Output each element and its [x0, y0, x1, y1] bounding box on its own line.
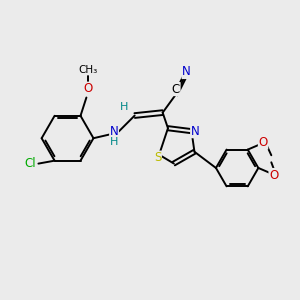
Text: N: N: [110, 125, 118, 138]
Text: O: O: [84, 82, 93, 95]
Text: H: H: [110, 137, 118, 147]
Text: C: C: [172, 82, 180, 95]
Text: H: H: [120, 102, 129, 112]
Text: Cl: Cl: [24, 157, 36, 170]
Text: N: N: [191, 125, 200, 138]
Text: N: N: [182, 65, 191, 79]
Text: O: O: [258, 136, 268, 149]
Text: CH₃: CH₃: [79, 64, 98, 75]
Text: O: O: [269, 169, 278, 182]
Text: S: S: [154, 151, 161, 164]
